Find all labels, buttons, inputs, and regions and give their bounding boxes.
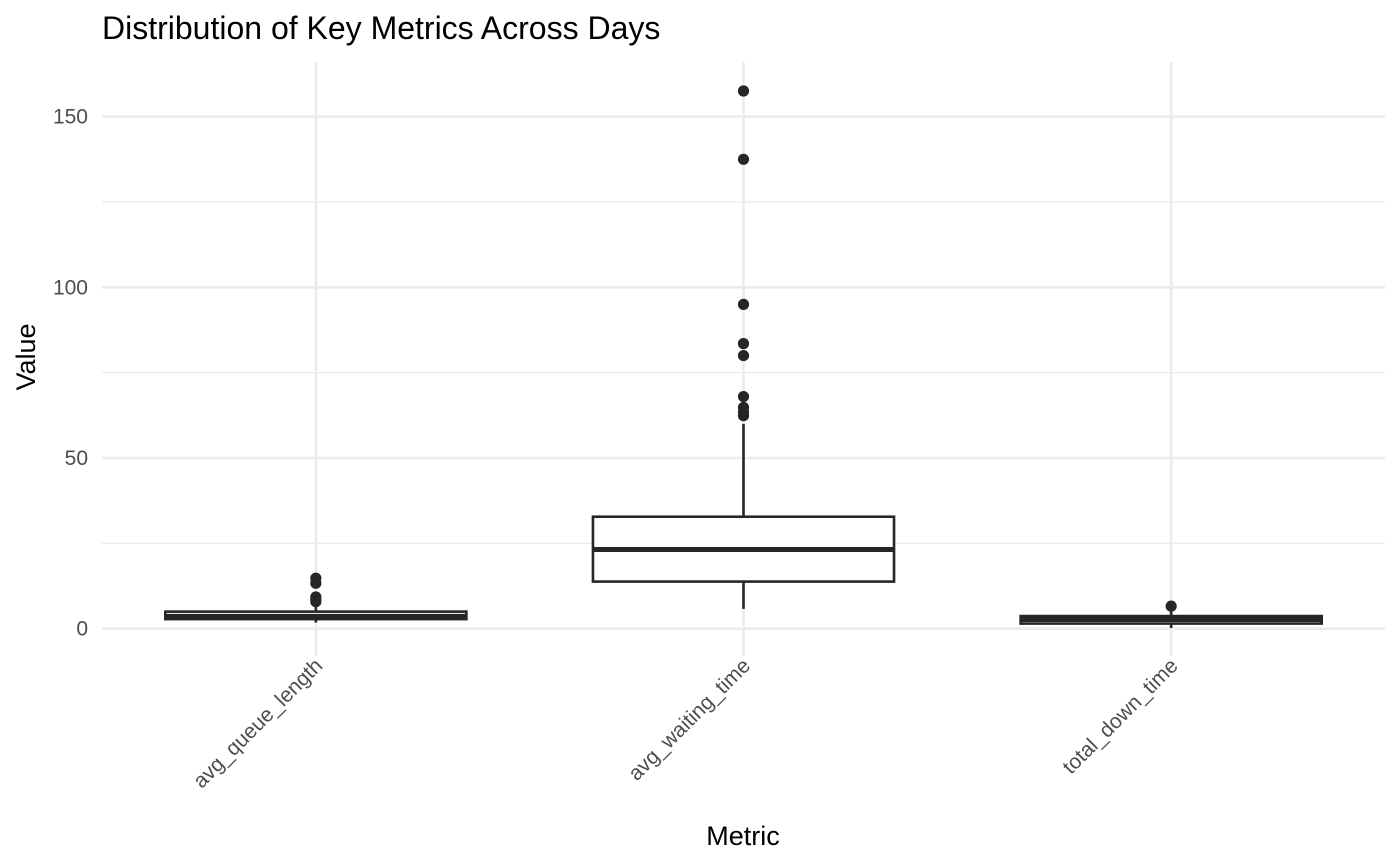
outlier-point (737, 390, 750, 403)
outlier-point (737, 349, 750, 362)
box-group (591, 85, 896, 609)
box-group (1019, 600, 1324, 629)
y-axis-ticks: 0 50 100 150 (53, 106, 88, 641)
y-tick-label: 150 (53, 106, 88, 129)
y-axis-title: Value (11, 323, 41, 390)
x-axis-title: Metric (706, 821, 780, 851)
x-tick-label: total_down_time (1058, 654, 1182, 778)
outlier-point (737, 338, 750, 350)
y-tick-label: 50 (65, 447, 88, 470)
boxplot-series (163, 85, 1324, 629)
chart-title: Distribution of Key Metrics Across Days (102, 10, 660, 46)
outlier-point (737, 153, 750, 165)
x-tick-label: avg_queue_length (189, 654, 327, 792)
x-tick-label: avg_waiting_time (624, 654, 755, 785)
y-tick-label: 0 (76, 618, 88, 641)
outlier-point (737, 298, 750, 310)
box-group (163, 572, 468, 623)
outlier-point (737, 85, 750, 97)
outlier-point (310, 591, 322, 603)
x-axis-ticks: avg_queue_length avg_waiting_time total_do… (189, 654, 1183, 792)
outlier-point (310, 572, 322, 584)
outlier-point (737, 401, 750, 414)
y-tick-label: 100 (53, 276, 88, 299)
outlier-point (1165, 600, 1177, 612)
